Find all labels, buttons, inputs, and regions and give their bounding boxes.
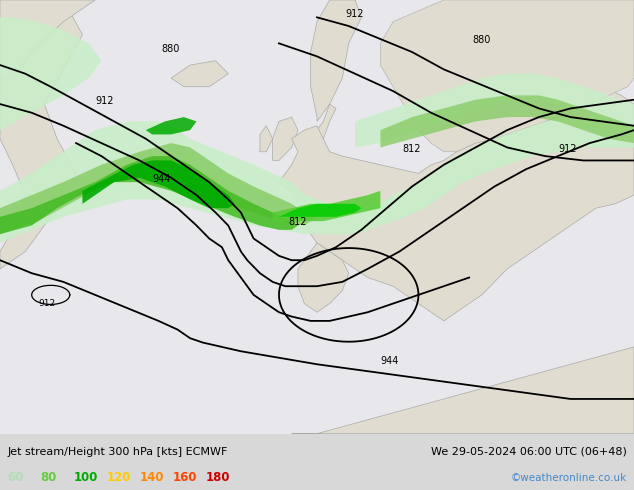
Text: 880: 880 — [162, 44, 180, 54]
Polygon shape — [0, 143, 317, 234]
Polygon shape — [292, 347, 634, 434]
Polygon shape — [273, 117, 298, 160]
Polygon shape — [0, 0, 82, 269]
Polygon shape — [380, 0, 634, 152]
Polygon shape — [260, 126, 273, 152]
Text: 912: 912 — [558, 144, 576, 154]
Text: ©weatheronline.co.uk: ©weatheronline.co.uk — [510, 472, 626, 483]
Polygon shape — [311, 0, 361, 122]
Polygon shape — [0, 0, 95, 78]
Text: 912: 912 — [38, 299, 55, 308]
Text: 120: 120 — [107, 471, 131, 484]
Text: 140: 140 — [139, 471, 164, 484]
Polygon shape — [298, 243, 349, 312]
Text: 880: 880 — [472, 35, 491, 46]
Text: 912: 912 — [346, 9, 364, 19]
Text: 160: 160 — [172, 471, 197, 484]
Text: We 29-05-2024 06:00 UTC (06+48): We 29-05-2024 06:00 UTC (06+48) — [430, 447, 626, 457]
Text: 180: 180 — [205, 471, 230, 484]
Text: 912: 912 — [95, 96, 113, 106]
Polygon shape — [0, 117, 634, 243]
Polygon shape — [380, 96, 634, 147]
Text: 80: 80 — [41, 471, 57, 484]
Polygon shape — [317, 104, 336, 139]
Text: 812: 812 — [288, 218, 307, 227]
Polygon shape — [279, 204, 361, 217]
Text: 944: 944 — [152, 174, 171, 184]
Text: 944: 944 — [380, 356, 399, 366]
Text: 100: 100 — [74, 471, 98, 484]
Polygon shape — [82, 160, 235, 208]
Text: 60: 60 — [8, 471, 24, 484]
Text: 812: 812 — [403, 144, 421, 154]
Polygon shape — [279, 87, 634, 321]
Polygon shape — [0, 156, 298, 234]
Polygon shape — [146, 117, 197, 134]
Polygon shape — [0, 17, 101, 130]
Polygon shape — [355, 74, 634, 147]
Text: Jet stream/Height 300 hPa [kts] ECMWF: Jet stream/Height 300 hPa [kts] ECMWF — [8, 447, 228, 457]
Polygon shape — [171, 61, 228, 87]
Polygon shape — [273, 191, 380, 221]
